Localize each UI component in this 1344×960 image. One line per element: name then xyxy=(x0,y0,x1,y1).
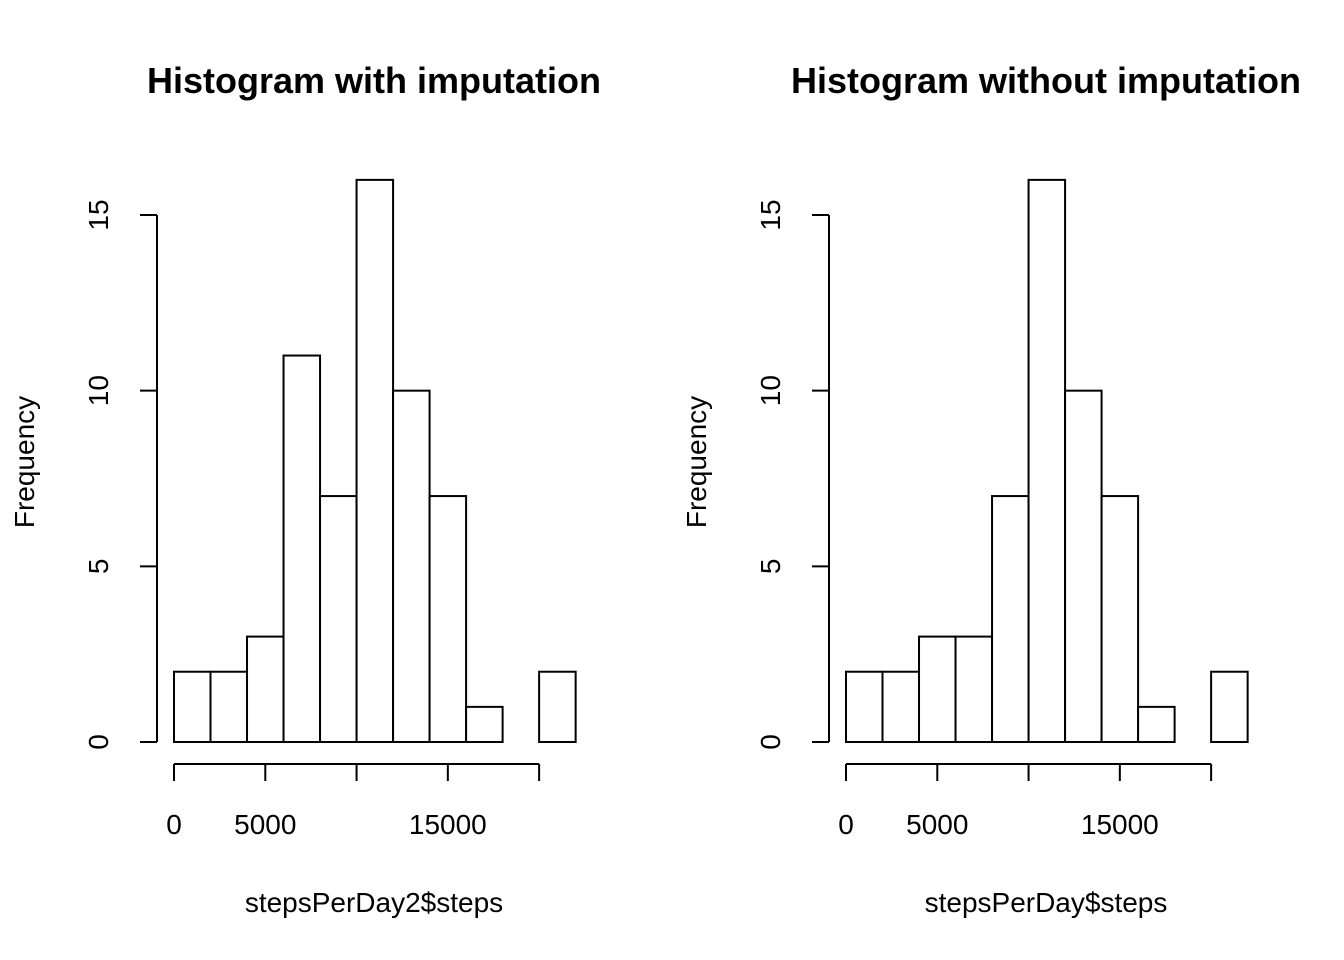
y-tick-label: 0 xyxy=(755,734,786,750)
histogram-bar xyxy=(465,705,504,743)
y-axis-label: Frequency xyxy=(681,396,712,528)
y-tick-label: 10 xyxy=(755,375,786,406)
histogram-bar xyxy=(1210,670,1249,743)
histogram-bar xyxy=(1137,705,1176,743)
histogram-bar xyxy=(282,354,322,743)
axes: 0 5 10 15 0 5000 15000 xyxy=(83,199,541,840)
y-axis-label: Frequency xyxy=(9,396,40,528)
x-tick-label: 0 xyxy=(838,809,854,840)
panel-histogram-with-imputation: Histogram with imputation stepsPerDay2$s… xyxy=(9,60,601,918)
histogram-bar xyxy=(1064,389,1103,743)
y-tick-label: 10 xyxy=(83,375,114,406)
histogram-bar xyxy=(246,635,285,743)
histogram-bar xyxy=(1027,178,1067,743)
x-tick-label: 15000 xyxy=(1081,809,1159,840)
x-tick-label: 5000 xyxy=(234,809,296,840)
y-tick-label: 0 xyxy=(83,734,114,750)
y-tick-label: 5 xyxy=(755,559,786,575)
histogram-bar xyxy=(319,495,358,743)
y-tick-label: 15 xyxy=(83,199,114,230)
histogram-bar xyxy=(881,670,921,743)
bars xyxy=(845,178,1249,743)
y-tick-label: 5 xyxy=(83,559,114,575)
histogram-bar xyxy=(355,178,395,743)
x-axis-label: stepsPerDay$steps xyxy=(925,887,1168,918)
histogram-bar xyxy=(991,495,1030,743)
histogram-bar xyxy=(1100,495,1140,743)
histogram-bar xyxy=(392,389,431,743)
histogram-bar xyxy=(428,495,468,743)
histogram-bar xyxy=(918,635,957,743)
y-tick-label: 15 xyxy=(755,199,786,230)
panel-histogram-without-imputation: Histogram without imputation stepsPerDay… xyxy=(681,60,1301,918)
x-axis-label: stepsPerDay2$steps xyxy=(245,887,503,918)
chart-title: Histogram with imputation xyxy=(147,60,601,101)
histogram-bar xyxy=(538,670,577,743)
histogram-bar xyxy=(209,670,249,743)
histogram-bar xyxy=(845,670,884,743)
histogram-bar xyxy=(954,635,994,743)
chart-title: Histogram without imputation xyxy=(791,60,1301,101)
axes: 0 5 10 15 0 5000 15000 xyxy=(755,199,1213,840)
x-tick-label: 5000 xyxy=(906,809,968,840)
x-tick-label: 0 xyxy=(166,809,182,840)
bars xyxy=(173,178,577,743)
x-tick-label: 15000 xyxy=(409,809,487,840)
histogram-bar xyxy=(173,670,212,743)
